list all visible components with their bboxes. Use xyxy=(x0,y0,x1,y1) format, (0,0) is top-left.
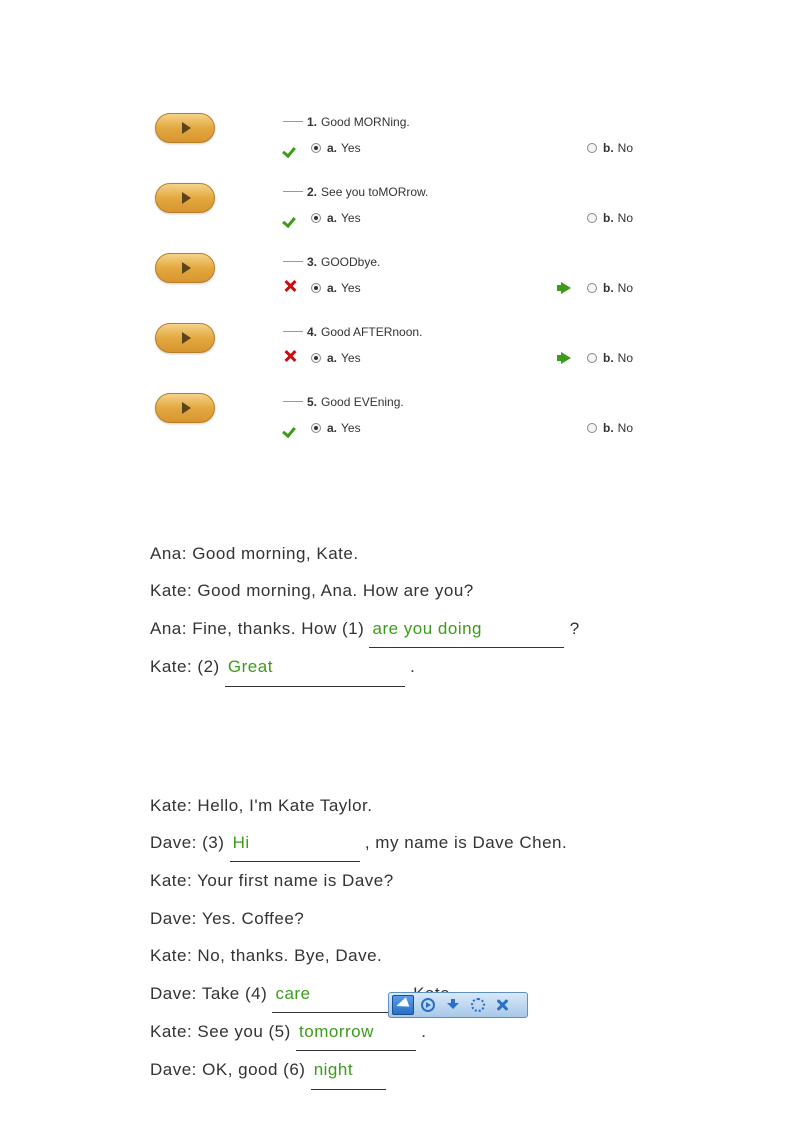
dialogue-line: Kate: Hello, I'm Kate Taylor. xyxy=(150,787,670,824)
dialogue-text: ? xyxy=(564,619,579,638)
blank-6[interactable]: night xyxy=(311,1051,386,1089)
close-icon[interactable] xyxy=(492,995,514,1015)
option-b[interactable]: b. No xyxy=(587,351,633,365)
play-button[interactable] xyxy=(155,113,215,143)
check-icon xyxy=(283,419,301,437)
answer-row: a. Yes b. No xyxy=(283,139,650,157)
quiz-content: 5. Good EVEning. a. Yes b. No xyxy=(283,395,650,437)
play-icon xyxy=(182,122,191,134)
radio-icon xyxy=(311,143,321,153)
option-b[interactable]: b. No xyxy=(587,141,633,155)
dialogue-line: Kate: Good morning, Ana. How are you? xyxy=(150,572,670,609)
dialogue-text: Kate: (2) xyxy=(150,657,225,676)
option-a[interactable]: a. Yes xyxy=(311,351,561,365)
quiz-row: 5. Good EVEning. a. Yes b. No xyxy=(155,395,650,437)
play-button[interactable] xyxy=(155,393,215,423)
play-icon xyxy=(182,402,191,414)
radio-icon xyxy=(311,423,321,433)
dialogue-line: Kate: No, thanks. Bye, Dave. xyxy=(150,937,670,974)
dialogue-text: Kate: See you (5) xyxy=(150,1022,296,1041)
answer-row: a. Yes b. No xyxy=(283,419,650,437)
option-b[interactable]: b. No xyxy=(587,421,633,435)
check-icon xyxy=(283,209,301,227)
quiz-content: 4. Good AFTERnoon. a. Yes b. No xyxy=(283,325,650,367)
quiz-row: 4. Good AFTERnoon. a. Yes b. No xyxy=(155,325,650,367)
dialogue-text: Ana: Fine, thanks. How (1) xyxy=(150,619,369,638)
radio-icon xyxy=(311,283,321,293)
quiz-content: 1. Good MORNing. a. Yes b. No xyxy=(283,115,650,157)
dialogue-line: Kate: Your first name is Dave? xyxy=(150,862,670,899)
question-text: 3. GOODbye. xyxy=(283,255,650,269)
option-a[interactable]: a. Yes xyxy=(311,211,561,225)
arrow-right-icon xyxy=(561,280,577,296)
play-button[interactable] xyxy=(155,253,215,283)
dialogue-text: , my name is Dave Chen. xyxy=(360,833,568,852)
bird-icon[interactable] xyxy=(392,995,414,1015)
radio-icon xyxy=(587,213,597,223)
quiz-row: 2. See you toMORrow. a. Yes b. No xyxy=(155,185,650,227)
blank-1[interactable]: are you doing xyxy=(369,610,564,648)
option-a[interactable]: a. Yes xyxy=(311,141,561,155)
play-button[interactable] xyxy=(155,323,215,353)
arrow-right-icon xyxy=(561,140,577,156)
dialogue-text: . xyxy=(416,1022,426,1041)
option-a[interactable]: a. Yes xyxy=(311,281,561,295)
arrow-right-icon xyxy=(561,350,577,366)
play-icon xyxy=(182,192,191,204)
arrow-right-icon xyxy=(561,210,577,226)
radio-icon xyxy=(587,423,597,433)
dialogue-line: Dave: Yes. Coffee? xyxy=(150,900,670,937)
radio-icon xyxy=(587,353,597,363)
play-icon xyxy=(182,332,191,344)
play-icon xyxy=(182,262,191,274)
quiz-section: 1. Good MORNing.a. Yesb. No2. See you to… xyxy=(0,0,800,437)
question-text: 4. Good AFTERnoon. xyxy=(283,325,650,339)
quiz-row: 1. Good MORNing. a. Yes b. No xyxy=(155,115,650,157)
option-b[interactable]: b. No xyxy=(587,281,633,295)
cross-icon xyxy=(283,349,301,367)
blank-5[interactable]: tomorrow xyxy=(296,1013,416,1051)
option-b[interactable]: b. No xyxy=(587,211,633,225)
quiz-content: 3. GOODbye. a. Yes b. No xyxy=(283,255,650,297)
download-icon[interactable] xyxy=(442,995,464,1015)
answer-row: a. Yes b. No xyxy=(283,209,650,227)
question-text: 2. See you toMORrow. xyxy=(283,185,650,199)
radio-icon xyxy=(587,143,597,153)
dialogue-line: Ana: Good morning, Kate. xyxy=(150,535,670,572)
dialogue-line: Dave: (3) Hi , my name is Dave Chen. xyxy=(150,824,670,862)
blank-3[interactable]: Hi xyxy=(230,824,360,862)
question-text: 5. Good EVEning. xyxy=(283,395,650,409)
arrow-right-icon xyxy=(561,420,577,436)
dialogue-line: Dave: OK, good (6) night xyxy=(150,1051,670,1089)
cross-icon xyxy=(283,279,301,297)
blank-2[interactable]: Great xyxy=(225,648,405,686)
radio-icon xyxy=(587,283,597,293)
answer-row: a. Yes b. No xyxy=(283,349,650,367)
gear-icon[interactable] xyxy=(467,995,489,1015)
dialogue-line: Kate: (2) Great . xyxy=(150,648,670,686)
blank-4[interactable]: care xyxy=(272,975,397,1013)
quiz-row: 3. GOODbye. a. Yes b. No xyxy=(155,255,650,297)
dialogue-line: Kate: See you (5) tomorrow . xyxy=(150,1013,670,1051)
play-circle-icon[interactable] xyxy=(417,995,439,1015)
answer-row: a. Yes b. No xyxy=(283,279,650,297)
dialogue-text: Dave: Take (4) xyxy=(150,984,272,1003)
radio-icon xyxy=(311,353,321,363)
dialogue-line: Ana: Fine, thanks. How (1) are you doing… xyxy=(150,610,670,648)
question-text: 1. Good MORNing. xyxy=(283,115,650,129)
floating-toolbar xyxy=(388,992,528,1018)
dialogue-text: Dave: OK, good (6) xyxy=(150,1060,311,1079)
check-icon xyxy=(283,139,301,157)
play-button[interactable] xyxy=(155,183,215,213)
radio-icon xyxy=(311,213,321,223)
dialogue-text: . xyxy=(405,657,415,676)
quiz-content: 2. See you toMORrow. a. Yes b. No xyxy=(283,185,650,227)
dialogue-text: Dave: (3) xyxy=(150,833,230,852)
option-a[interactable]: a. Yes xyxy=(311,421,561,435)
